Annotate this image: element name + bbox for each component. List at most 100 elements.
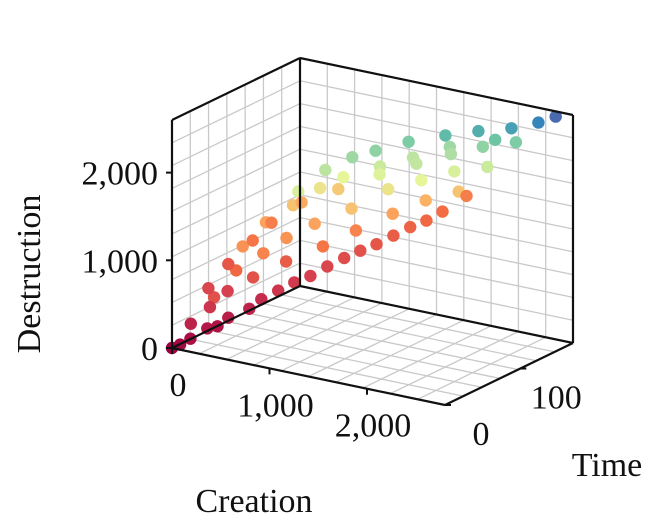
data-point (304, 269, 317, 283)
z-axis-tick-label: 1,000 (82, 243, 159, 280)
data-point (420, 214, 433, 227)
floor-grid-line (335, 319, 465, 383)
y-axis-tick-label: 0 (473, 416, 490, 453)
floor-grid-line (281, 294, 555, 353)
data-point (460, 189, 473, 203)
floor-grid-line (253, 302, 383, 366)
data-point (410, 157, 423, 170)
x-axis-tick-label: 0 (170, 367, 187, 404)
floor-grid-line (199, 291, 328, 355)
data-point (221, 284, 234, 298)
data-point (280, 231, 293, 245)
side-wall-grid-line (171, 262, 301, 326)
floor-grid-line (208, 329, 482, 388)
side-wall-grid-line (171, 171, 301, 235)
floor-grid-line (362, 325, 492, 389)
floor-grid-line (226, 320, 500, 380)
data-point (382, 183, 395, 196)
data-point (288, 276, 301, 289)
plot-box-edge (299, 56, 574, 117)
data-point (246, 271, 260, 284)
data-point (386, 207, 399, 220)
plot-box-edge (299, 284, 574, 345)
data-point (476, 140, 489, 153)
data-point (481, 160, 494, 174)
data-point (345, 202, 358, 215)
data-point (203, 300, 217, 314)
y-axis-label: Time (572, 447, 643, 484)
y-axis-tick-label: 100 (531, 380, 582, 417)
data-point (419, 194, 432, 207)
data-point (319, 163, 332, 177)
plot-box-edge (444, 342, 574, 406)
data-point (222, 311, 235, 324)
data-point (207, 291, 221, 304)
side-wall-grid-line (171, 80, 301, 144)
data-point (246, 234, 259, 247)
data-point (349, 224, 363, 237)
data-point (308, 217, 321, 230)
data-point (373, 168, 386, 181)
data-point (184, 317, 197, 330)
back-wall-grid-line (299, 125, 574, 185)
floor-grid-line (190, 338, 464, 397)
back-wall-grid-line (299, 148, 574, 207)
back-wall-grid-line (299, 102, 574, 162)
side-wall-grid-line (171, 217, 301, 281)
data-point (295, 196, 308, 209)
data-point (489, 133, 502, 146)
data-point (369, 144, 382, 157)
x-axis-label: Creation (195, 483, 312, 520)
data-point (222, 257, 235, 271)
chart-tick-labels: 0 1,000 2,000 0 100 0 1,000 2,000 (82, 156, 582, 453)
floor-grid-line (245, 311, 519, 371)
back-wall-grid-line (299, 239, 574, 299)
data-point (404, 220, 417, 234)
data-point (265, 216, 278, 229)
data-point (532, 116, 545, 129)
floor-grid-line (226, 296, 355, 360)
data-point (337, 171, 350, 184)
data-point (279, 255, 293, 268)
data-point (332, 182, 345, 196)
back-wall-grid-line (299, 194, 574, 253)
chart-points (165, 110, 562, 355)
data-point (313, 181, 327, 195)
floor-grid-line (280, 308, 410, 372)
back-wall-grid-line (299, 80, 574, 139)
data-point (505, 122, 518, 135)
data-point (202, 282, 215, 295)
data-point (236, 240, 249, 253)
side-wall-grid-line (171, 194, 301, 258)
back-wall-grid-line (299, 216, 574, 276)
z-axis-label: Destruction (11, 195, 48, 354)
chart-grid (171, 57, 574, 406)
data-point (387, 229, 400, 242)
data-point (257, 247, 270, 260)
z-axis-tick-label: 0 (141, 331, 158, 368)
side-wall-grid-line (171, 125, 301, 189)
z-axis-tick-label: 2,000 (82, 156, 159, 193)
data-point (346, 151, 359, 164)
floor-grid-line (417, 336, 546, 400)
data-point (415, 174, 428, 187)
plot-box-edge (171, 57, 301, 121)
plot-box-edge (171, 285, 301, 349)
data-point (509, 136, 523, 149)
chart-box (166, 56, 575, 407)
data-point (321, 260, 334, 273)
x-axis-tick-label: 1,000 (237, 387, 314, 424)
data-point (402, 135, 415, 148)
floor-grid-line (390, 331, 519, 395)
data-point (549, 110, 562, 123)
data-point (338, 251, 351, 265)
floor-grid-line (308, 313, 437, 378)
data-point (370, 238, 383, 251)
data-point (444, 147, 458, 161)
data-point (316, 240, 330, 253)
data-point (272, 284, 285, 297)
floor-grid-line (263, 303, 537, 362)
data-point (436, 205, 449, 218)
back-wall-grid-line (299, 262, 574, 321)
data-point (292, 185, 305, 198)
